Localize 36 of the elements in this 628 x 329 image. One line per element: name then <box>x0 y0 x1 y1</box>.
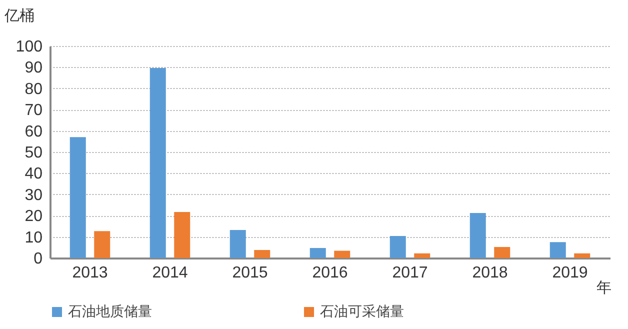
bar <box>254 250 270 258</box>
y-tick-label: 20 <box>24 208 43 226</box>
bar <box>150 68 166 258</box>
y-tick-label: 0 <box>34 250 43 268</box>
y-axis-title: 亿桶 <box>4 8 34 24</box>
x-tick-label: 2019 <box>552 264 588 282</box>
y-tick-label: 60 <box>24 123 43 140</box>
bar <box>70 137 86 258</box>
x-tick-label: 2018 <box>472 264 508 282</box>
bar <box>470 213 486 258</box>
bar <box>494 246 510 258</box>
y-tick-label: 10 <box>24 229 43 246</box>
bar <box>574 253 590 258</box>
x-tick-label: 2013 <box>72 264 108 282</box>
x-tick-label: 2016 <box>312 264 348 282</box>
bar <box>174 212 190 258</box>
y-tick-label: 50 <box>24 144 43 162</box>
x-tick-label: 2014 <box>152 264 188 282</box>
bar <box>390 236 406 258</box>
y-tick-label: 70 <box>24 102 43 120</box>
y-tick-label: 100 <box>16 38 43 56</box>
bar <box>334 250 350 258</box>
y-tick-label: 90 <box>24 60 43 77</box>
x-tick-label: 2017 <box>392 264 428 282</box>
y-tick-label: 30 <box>24 186 43 204</box>
bar <box>94 231 110 258</box>
bar <box>230 230 246 258</box>
legend-label: 石油地质储量 <box>68 303 152 319</box>
x-tick-label: 2015 <box>232 264 268 282</box>
y-tick-label: 80 <box>24 80 43 98</box>
bar <box>414 253 430 258</box>
bar <box>550 242 566 258</box>
x-axis-title: 年 <box>596 280 612 296</box>
legend-label: 石油可采储量 <box>320 303 404 319</box>
bar <box>310 248 326 258</box>
y-tick-label: 40 <box>24 166 43 183</box>
